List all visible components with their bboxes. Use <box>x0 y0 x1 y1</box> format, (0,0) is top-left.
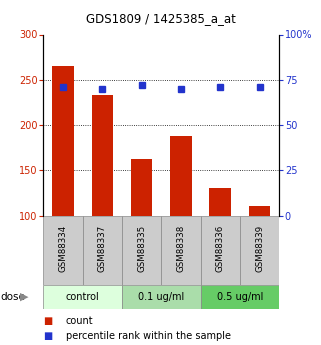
Text: GSM88338: GSM88338 <box>177 225 186 272</box>
Bar <box>122 216 161 285</box>
Bar <box>161 216 201 285</box>
Bar <box>52 66 74 216</box>
Text: GSM88339: GSM88339 <box>255 225 264 272</box>
Text: count: count <box>66 316 93 326</box>
Text: GSM88335: GSM88335 <box>137 225 146 272</box>
Bar <box>201 216 240 285</box>
Bar <box>122 285 201 309</box>
Bar <box>240 216 279 285</box>
Text: GSM88336: GSM88336 <box>216 225 225 272</box>
Bar <box>210 188 231 216</box>
Bar <box>170 136 192 216</box>
Bar <box>43 285 122 309</box>
Text: ▶: ▶ <box>20 292 28 302</box>
Bar <box>91 95 113 216</box>
Text: GSM88334: GSM88334 <box>58 225 67 272</box>
Bar <box>131 159 152 216</box>
Text: dose: dose <box>1 292 25 302</box>
Text: 0.5 ug/ml: 0.5 ug/ml <box>217 292 263 302</box>
Bar <box>201 285 279 309</box>
Bar <box>43 216 83 285</box>
Text: ■: ■ <box>43 332 53 341</box>
Text: GSM88337: GSM88337 <box>98 225 107 272</box>
Bar <box>83 216 122 285</box>
Text: percentile rank within the sample: percentile rank within the sample <box>66 332 231 341</box>
Text: GDS1809 / 1425385_a_at: GDS1809 / 1425385_a_at <box>86 12 235 25</box>
Text: 0.1 ug/ml: 0.1 ug/ml <box>138 292 185 302</box>
Text: control: control <box>66 292 100 302</box>
Text: ■: ■ <box>43 316 53 326</box>
Bar <box>249 206 270 216</box>
